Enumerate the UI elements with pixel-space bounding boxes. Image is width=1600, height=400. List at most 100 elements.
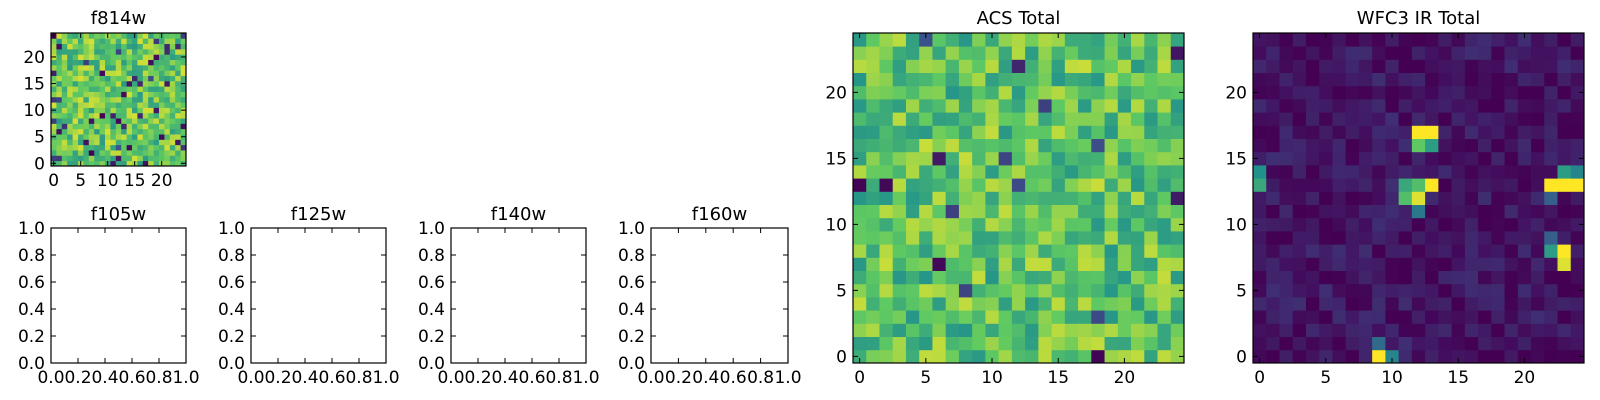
heatmap-cell	[137, 123, 144, 130]
heatmap-cell	[1411, 310, 1426, 324]
heatmap-cell	[1266, 204, 1280, 219]
heatmap-cell	[905, 33, 920, 47]
heatmap-cell	[1144, 72, 1158, 87]
heatmap-cell	[1253, 72, 1267, 87]
heatmap-cell	[932, 59, 947, 73]
heatmap-cell	[126, 102, 133, 108]
heatmap-cell	[1305, 125, 1320, 139]
heatmap-cell	[1078, 99, 1092, 113]
heatmap-cell	[1491, 151, 1505, 166]
heatmap-cell	[1253, 336, 1267, 351]
heatmap-cell	[1517, 310, 1532, 324]
heatmap-cell	[1491, 46, 1505, 60]
heatmap-cell	[110, 144, 117, 151]
heatmap-cell	[1117, 59, 1132, 73]
heatmap-cell	[1425, 336, 1439, 351]
heatmap-cell	[159, 155, 165, 162]
heatmap-cell	[61, 48, 68, 55]
heatmap-cell	[1332, 336, 1347, 351]
heatmap-cell	[78, 75, 84, 82]
heatmap-cell	[1038, 191, 1052, 205]
heatmap-cell	[72, 33, 79, 39]
heatmap-cell	[88, 38, 95, 45]
heatmap-cell	[998, 336, 1013, 351]
heatmap-cell	[879, 231, 894, 245]
heatmap-cell	[142, 107, 149, 114]
heatmap-cell	[169, 91, 176, 98]
heatmap-cell	[1025, 99, 1039, 113]
heatmap-cell	[1570, 99, 1585, 113]
heatmap-cell	[1478, 112, 1492, 126]
heatmap-cell	[1544, 191, 1558, 205]
heatmap-cell	[1557, 59, 1572, 73]
heatmap-cell	[115, 134, 122, 140]
heatmap-cell	[51, 123, 57, 130]
heatmap-cell	[126, 59, 133, 66]
heatmap-cell	[958, 257, 973, 271]
heatmap-cell	[1078, 46, 1092, 60]
heatmap-cell	[1038, 231, 1052, 245]
heatmap-cell	[985, 283, 1000, 298]
heatmap-cell	[1144, 191, 1158, 205]
heatmap-cell	[56, 38, 63, 45]
heatmap-cell	[1425, 204, 1439, 219]
heatmap-cell	[1464, 125, 1479, 139]
heatmap-cell	[998, 217, 1013, 232]
heatmap-cell	[1557, 204, 1572, 219]
heatmap-cell	[1504, 138, 1519, 153]
heatmap-cell	[1319, 151, 1333, 166]
heatmap-cell	[905, 270, 920, 285]
heatmap-cell	[126, 80, 133, 87]
y-tick-label: 0.8	[218, 246, 245, 266]
heatmap-cell	[83, 33, 90, 39]
heatmap-cell	[998, 323, 1013, 337]
heatmap-cell	[1517, 72, 1532, 87]
heatmap-cell	[164, 75, 171, 82]
heatmap-cell	[1411, 297, 1426, 311]
heatmap-cell	[1064, 191, 1079, 205]
y-tick-label: 0.2	[618, 327, 645, 347]
heatmap-cell	[132, 43, 138, 50]
heatmap-cell	[1117, 244, 1132, 258]
heatmap-cell	[1292, 257, 1307, 271]
heatmap-cell	[1425, 99, 1439, 113]
heatmap-cell	[148, 134, 154, 140]
heatmap-cell	[1531, 165, 1545, 179]
heatmap-cell	[932, 297, 947, 311]
heatmap-cell	[1425, 59, 1439, 73]
heatmap-cell	[919, 165, 933, 179]
heatmap-cell	[169, 150, 176, 156]
heatmap-cell	[132, 102, 138, 108]
heatmap-cell	[169, 134, 176, 140]
heatmap-cell	[175, 43, 181, 50]
heatmap-cell	[148, 75, 154, 82]
heatmap-cell	[1438, 33, 1452, 47]
heatmap-cell	[1345, 191, 1360, 205]
heatmap-cell	[1305, 178, 1320, 192]
plot-frame	[650, 227, 789, 364]
heatmap-cell	[945, 283, 960, 298]
heatmap-cell	[78, 43, 84, 50]
heatmap-cell	[1517, 165, 1532, 179]
heatmap-cell	[99, 128, 106, 135]
heatmap-cell	[1464, 85, 1479, 100]
heatmap-cell	[110, 64, 117, 71]
heatmap-cell	[1398, 138, 1413, 153]
heatmap-cell	[148, 86, 154, 92]
heatmap-cell	[1385, 244, 1400, 258]
heatmap-cell	[175, 134, 181, 140]
heatmap-cell	[1292, 297, 1307, 311]
heatmap-cell	[1385, 349, 1400, 364]
heatmap-cell	[126, 155, 133, 162]
heatmap-cell	[159, 91, 165, 98]
heatmap-cell	[945, 46, 960, 60]
heatmap-cell	[78, 80, 84, 87]
heatmap-cell	[1104, 349, 1119, 364]
heatmap-cell	[1464, 204, 1479, 219]
y-axis-ticks: 0.00.20.40.60.81.0	[18, 219, 186, 374]
heatmap-cell	[88, 80, 95, 87]
y-tick-label: 1.0	[618, 219, 645, 239]
heatmap-cell	[866, 33, 880, 47]
heatmap-cell	[1170, 46, 1185, 60]
